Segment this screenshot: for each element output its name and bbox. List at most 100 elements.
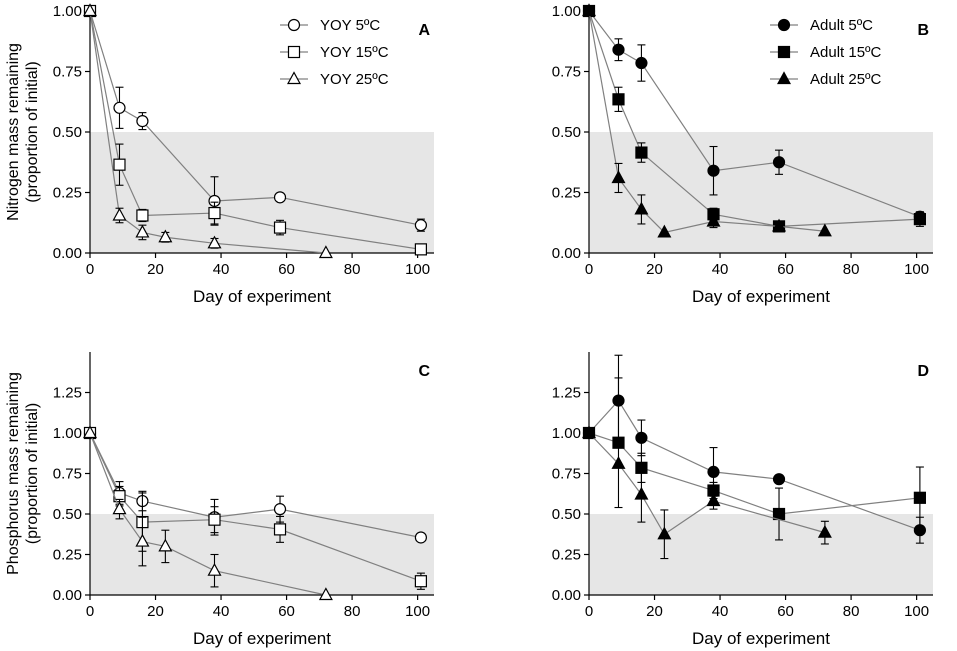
- shaded-region: [589, 514, 933, 595]
- y-axis-label: Phosphorus mass remaining: [5, 372, 22, 575]
- panel-c: 0.00 0.25 0.50 0.75 1.00 1.25 0 20 40 60 80 100 Day …: [5, 352, 434, 648]
- x-tick-label: 60: [777, 603, 794, 620]
- data-point: [635, 431, 648, 444]
- legend-label: Adult 5ºC: [810, 17, 873, 34]
- y-tick-label: 0.50: [53, 124, 82, 141]
- y-tick-label: 0.50: [552, 506, 581, 523]
- data-point: [913, 213, 926, 226]
- y-tick-label: 0.00: [53, 245, 82, 262]
- y-tick-label: 0.25: [53, 185, 82, 202]
- data-point: [612, 93, 625, 106]
- panel-a: 0.00 0.25 0.50 0.75 1.00 0 20 40 60 80 100 Day of e…: [5, 3, 434, 306]
- series-triangle: [82, 425, 333, 601]
- data-point: [707, 465, 720, 478]
- panel-label: B: [917, 22, 929, 39]
- panel-label: C: [418, 363, 430, 380]
- data-point: [113, 101, 126, 114]
- data-point: [136, 209, 149, 222]
- legend-marker: [777, 18, 791, 32]
- data-point: [112, 501, 127, 515]
- x-tick-label: 20: [646, 261, 663, 278]
- y-tick-label: 0.75: [53, 466, 82, 483]
- x-axis-label: Day of experiment: [193, 629, 331, 648]
- shaded-region: [90, 132, 434, 253]
- data-point: [82, 425, 98, 439]
- data-point: [772, 218, 787, 232]
- legend: YOY 5ºC YOY 15ºC YOY 25ºC: [280, 17, 389, 88]
- data-point: [706, 493, 721, 507]
- x-tick-label: 60: [278, 603, 295, 620]
- data-point: [207, 235, 222, 249]
- x-tick-label: 60: [278, 261, 295, 278]
- x-axis-label: Day of experiment: [692, 629, 830, 648]
- data-point: [772, 507, 786, 521]
- panel-d: 0.00 0.25 0.50 0.75 1.00 1.25 0 20 40 60 80 100 Day …: [552, 352, 933, 648]
- data-point: [273, 191, 287, 204]
- data-point: [82, 3, 98, 17]
- data-point: [772, 473, 786, 486]
- x-tick-label: 40: [712, 261, 729, 278]
- y-axis-label: (proportion of initial): [24, 61, 41, 202]
- series-triangle: [581, 3, 832, 238]
- series-line: [588, 432, 826, 536]
- data-point: [581, 3, 597, 17]
- data-point: [612, 436, 625, 449]
- data-point: [112, 207, 127, 221]
- data-point: [817, 524, 832, 538]
- series-line: [89, 10, 421, 250]
- x-tick-label: 80: [344, 603, 361, 620]
- x-tick-label: 0: [86, 603, 94, 620]
- data-point: [707, 164, 720, 177]
- x-tick-label: 100: [405, 261, 430, 278]
- legend-marker: [287, 45, 301, 59]
- series-line: [89, 432, 422, 582]
- legend-marker: [286, 71, 302, 85]
- x-tick-label: 40: [712, 603, 729, 620]
- legend-marker: [777, 45, 791, 59]
- x-tick-label: 0: [585, 603, 593, 620]
- series-triangle: [82, 3, 333, 259]
- y-tick-label: 0.50: [552, 124, 581, 141]
- x-tick-label: 40: [213, 261, 230, 278]
- x-tick-label: 20: [646, 603, 663, 620]
- data-point: [635, 146, 648, 159]
- x-tick-label: 80: [344, 261, 361, 278]
- series-line: [89, 432, 422, 539]
- panel-label: A: [418, 22, 430, 39]
- legend-marker: [287, 18, 301, 32]
- y-tick-label: 1.00: [552, 425, 581, 442]
- data-point: [158, 229, 173, 243]
- panel-b: 0.00 0.25 0.50 0.75 1.00 0 20 40 60 80 100 Day of e…: [552, 3, 933, 306]
- x-tick-label: 0: [585, 261, 593, 278]
- x-tick-label: 20: [147, 261, 164, 278]
- series-line: [89, 432, 327, 596]
- series-line: [588, 399, 921, 531]
- y-tick-label: 0.25: [53, 547, 82, 564]
- series-line: [588, 10, 920, 227]
- legend: Adult 5ºC Adult 15ºC Adult 25ºC: [770, 17, 882, 88]
- data-point: [611, 170, 626, 184]
- data-point: [657, 224, 672, 238]
- series-line: [588, 10, 921, 218]
- x-tick-label: 100: [904, 261, 929, 278]
- data-point: [135, 533, 150, 547]
- y-tick-label: 1.00: [552, 3, 581, 20]
- x-tick-label: 20: [147, 603, 164, 620]
- y-tick-label: 1.25: [53, 385, 82, 402]
- data-point: [772, 156, 786, 169]
- x-tick-label: 80: [843, 261, 860, 278]
- data-point: [634, 201, 649, 215]
- legend-marker: [776, 71, 792, 85]
- data-point: [635, 56, 648, 70]
- legend-label: YOY 15ºC: [320, 44, 389, 61]
- data-point: [706, 213, 721, 227]
- y-axis-label: (proportion of initial): [24, 403, 41, 544]
- data-point: [634, 486, 649, 500]
- data-point: [135, 224, 150, 238]
- x-tick-label: 100: [405, 603, 430, 620]
- data-point: [657, 526, 672, 540]
- y-tick-label: 0.00: [53, 587, 82, 604]
- y-tick-label: 1.00: [53, 3, 82, 20]
- panel-label: D: [917, 363, 929, 380]
